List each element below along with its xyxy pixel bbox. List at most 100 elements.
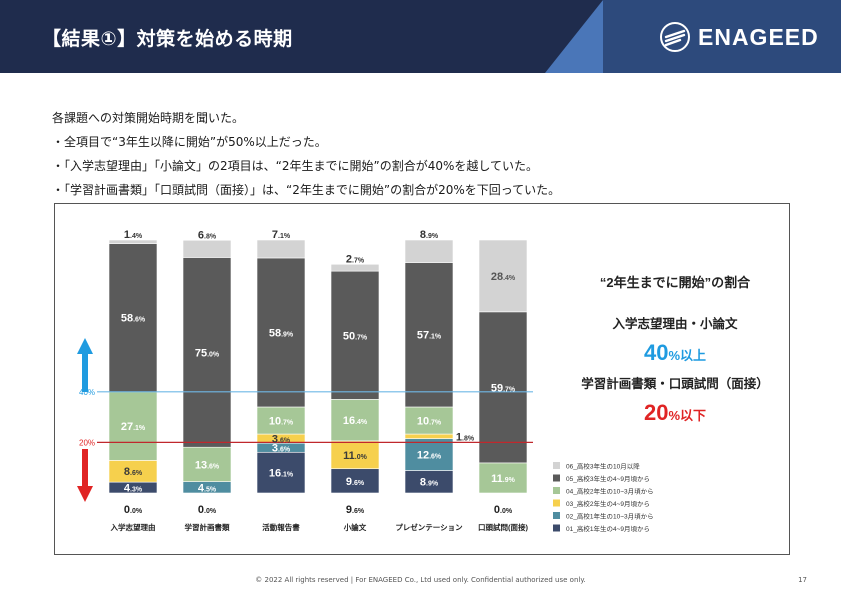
- bar-segment: [478, 239, 528, 313]
- bar-segment: [404, 262, 454, 408]
- annotation-group1-label: 入学志望理由・小論文: [612, 316, 738, 331]
- legend-swatch: [553, 499, 560, 507]
- data-label: 6.8%: [198, 229, 217, 241]
- x-axis-label: 小論文: [344, 522, 367, 532]
- data-label: 59.7%: [491, 382, 516, 394]
- intro-line: 各課題への対策開始時期を聞いた。: [52, 111, 245, 125]
- enageed-logo-icon: [660, 22, 690, 52]
- data-label: 3.6%: [272, 443, 291, 455]
- data-label: 8.6%: [124, 466, 143, 478]
- bar-segment: [404, 433, 454, 439]
- bar-segment: [182, 257, 232, 448]
- legend-swatch: [553, 512, 560, 519]
- bar-segment: [108, 239, 158, 244]
- data-label: 4.5%: [198, 482, 217, 494]
- legend-label: 01_高校1年生の4~9月頃から: [566, 524, 650, 533]
- intro-line: ・「入学志望理由」「小論文」の2項目は、“2年生までに開始”の割合が40%を越し…: [52, 159, 539, 173]
- data-label: 28.4%: [491, 271, 516, 283]
- reference-line-20-label: 20%: [79, 438, 95, 447]
- bar-segment: [404, 438, 454, 471]
- header-accent-panel: [603, 0, 841, 73]
- data-label: 57.1%: [417, 330, 442, 342]
- data-label: 4.3%: [124, 483, 143, 495]
- slide-header: 【結果①】対策を始める時期 ENAGEED: [0, 0, 841, 73]
- page-number: 17: [798, 576, 807, 584]
- data-label: 7.1%: [272, 229, 291, 241]
- bar-segment: [330, 263, 380, 272]
- bar-segment: [330, 270, 380, 400]
- x-axis-label: 学習計画書類: [185, 522, 230, 532]
- intro-line: ・全項目で“3年生以降に開始”が50%以上だった。: [52, 135, 327, 149]
- data-label: 50.7%: [343, 330, 368, 342]
- data-label: 9.6%: [346, 504, 365, 516]
- data-label: 27.1%: [121, 421, 146, 433]
- annotation-group1-value: 40%以上: [644, 340, 706, 365]
- bar-segment: [478, 311, 528, 464]
- data-label: 16.1%: [269, 468, 294, 480]
- bar-segment: [330, 399, 380, 442]
- stacked-bar-chart: 入学志望理由 学習計画書類 活動報告書 小論文 プレゼンテーション 口頭試問(面接) 40%…: [77, 229, 769, 533]
- data-label: 2.7%: [346, 253, 365, 265]
- legend-swatch: [553, 524, 560, 532]
- legend-label: 04_高校2年生の10~3月頃から: [566, 487, 654, 496]
- enageed-logo: ENAGEED: [660, 22, 819, 52]
- legend-swatch: [553, 462, 560, 469]
- data-label: 10.7%: [417, 416, 442, 428]
- up-arrow-icon: [77, 338, 93, 354]
- legend-label: 05_高校3年生の4~9月頃から: [566, 474, 650, 483]
- bar-segment: [182, 239, 232, 258]
- down-arrow-shaft: [82, 449, 88, 489]
- data-label: 12.6%: [417, 450, 442, 462]
- intro-text: 各課題への対策開始時期を聞いた。 ・全項目で“3年生以降に開始”が50%以上だっ…: [52, 106, 792, 202]
- bar-segment: [108, 391, 158, 461]
- data-label: 0.0%: [124, 504, 143, 516]
- bar-segment: [256, 239, 306, 259]
- annotation-group2-value: 20%以下: [644, 400, 706, 425]
- data-label: 11.0%: [343, 450, 367, 462]
- intro-line: ・「学習計画書類」「口頭試問（面接）」は、“2年生までに開始”の割合が20%を下…: [52, 183, 561, 197]
- bar-segment: [182, 446, 232, 482]
- x-axis-label: 口頭試問(面接): [478, 522, 528, 532]
- brand-name: ENAGEED: [698, 23, 819, 50]
- slide-title: 【結果①】対策を始める時期: [42, 28, 293, 50]
- data-label: 58.6%: [121, 313, 146, 325]
- bar-segment: [256, 451, 306, 494]
- data-label: 1.8%: [456, 431, 475, 443]
- data-label: 8.9%: [420, 229, 439, 241]
- legend-label: 02_高校1年生の10~3月頃から: [566, 512, 654, 521]
- x-axis-label: 活動報告書: [262, 522, 300, 532]
- bar-segment: [256, 257, 306, 408]
- data-label: 9.6%: [346, 476, 365, 488]
- annotation-group2-label: 学習計画書類・口頭試問（面接）: [581, 376, 769, 391]
- annotation-heading: “2年生までに開始”の割合: [600, 275, 751, 290]
- bar-segment: [404, 239, 454, 263]
- x-axis-label: プレゼンテーション: [395, 522, 463, 532]
- bar-segment: [256, 406, 306, 435]
- bar-segment: [478, 462, 528, 494]
- data-label: 1.4%: [124, 229, 143, 241]
- data-label: 58.9%: [269, 327, 294, 339]
- data-label: 13.6%: [195, 459, 220, 471]
- bar-segment: [330, 468, 380, 494]
- legend-label: 06_高校3年生の10月以降: [566, 462, 640, 471]
- data-label: 8.9%: [420, 477, 439, 489]
- header-accent-stripe: [545, 0, 603, 73]
- bar-segment: [404, 406, 454, 435]
- data-label: 11.9%: [491, 473, 515, 485]
- data-label: 0.0%: [494, 504, 513, 516]
- reference-line-40-label: 40%: [79, 388, 95, 397]
- legend-swatch: [553, 487, 560, 494]
- down-arrow-icon: [77, 486, 93, 502]
- data-label: 0.0%: [198, 504, 217, 516]
- data-label: 16.4%: [343, 415, 368, 427]
- data-label: 10.7%: [269, 416, 294, 428]
- x-axis-label: 入学志望理由: [110, 522, 156, 532]
- legend-label: 03_高校2年生の4~9月頃から: [566, 499, 650, 508]
- bar-segment: [330, 440, 380, 470]
- up-arrow-shaft: [82, 352, 88, 392]
- chart-frame: 入学志望理由 学習計画書類 活動報告書 小論文 プレゼンテーション 口頭試問(面接) 40%…: [54, 203, 790, 555]
- data-label: 3.6%: [272, 434, 291, 446]
- footer-copyright: © 2022 All rights reserved | For ENAGEED…: [255, 576, 586, 584]
- legend-swatch: [553, 474, 560, 482]
- data-label: 75.0%: [195, 347, 220, 359]
